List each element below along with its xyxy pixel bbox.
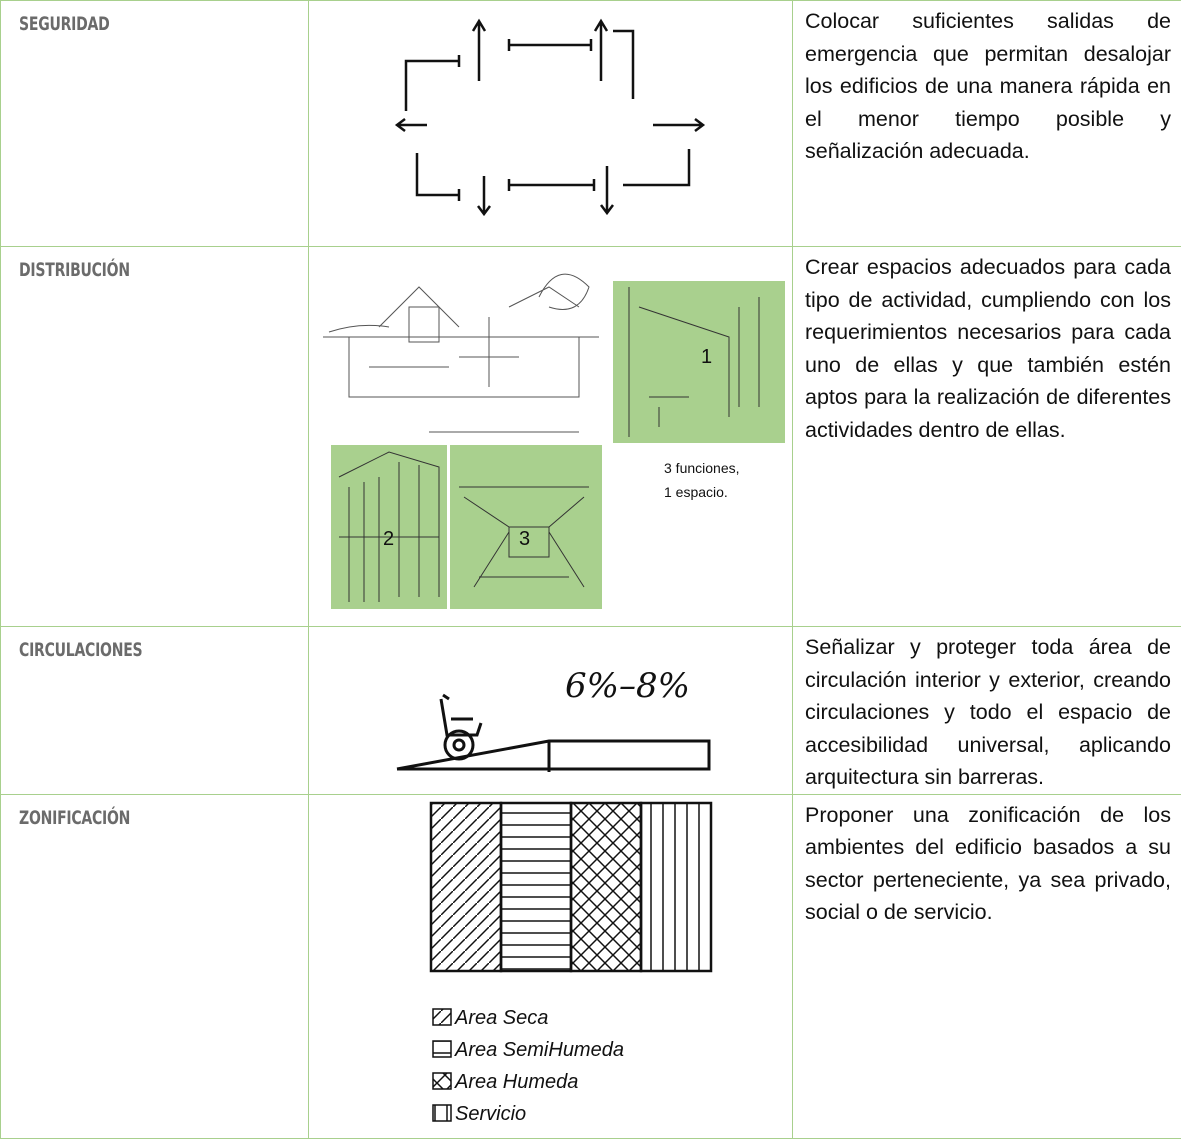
exit-sketch [309,1,793,247]
row: SEGURIDAD Colocar suficientes salidas de… [1,1,1181,247]
row: ZONIFICACIÓN Area Seca Area SemiHumeda A… [1,794,1181,1138]
image-note: 3 funciones, [664,460,740,476]
row-text: Colocar suficientes salidas de emergenci… [793,1,1181,168]
row-label: DISTRIBUCIÓN [1,247,253,281]
row: DISTRIBUCIÓN 1 2 3 3 funciones, 1 espaci… [1,247,1181,627]
row-label: ZONIFICACIÓN [1,795,253,829]
zoning-sketch: Area Seca Area SemiHumeda Area Humeda Se… [309,795,793,1139]
row-label: CIRCULACIONES [1,627,253,661]
ramp-sketch: 6%–8% [309,627,793,788]
legend-item: Area Seca [454,1007,548,1029]
image-caption: 1 [701,346,712,368]
slope-label: 6%–8% [565,666,690,706]
image-note: 1 espacio. [664,484,728,500]
row-text: Crear espacios adecuados para cada tipo … [793,247,1181,446]
image-caption: 2 [383,528,394,550]
image-caption: 3 [519,528,530,550]
legend-item: Area Humeda [454,1071,578,1093]
legend-item: Area SemiHumeda [454,1039,624,1061]
row: CIRCULACIONES 6%–8% Señalizar y proteger… [1,627,1181,795]
row-text: Proponer una zonificación de los ambient… [793,795,1181,929]
row-label: SEGURIDAD [1,1,253,35]
distribution-sketch: 1 2 3 3 funciones, 1 espacio. [309,247,793,627]
legend-item: Servicio [455,1103,526,1125]
row-text: Señalizar y proteger toda área de circul… [793,627,1181,794]
